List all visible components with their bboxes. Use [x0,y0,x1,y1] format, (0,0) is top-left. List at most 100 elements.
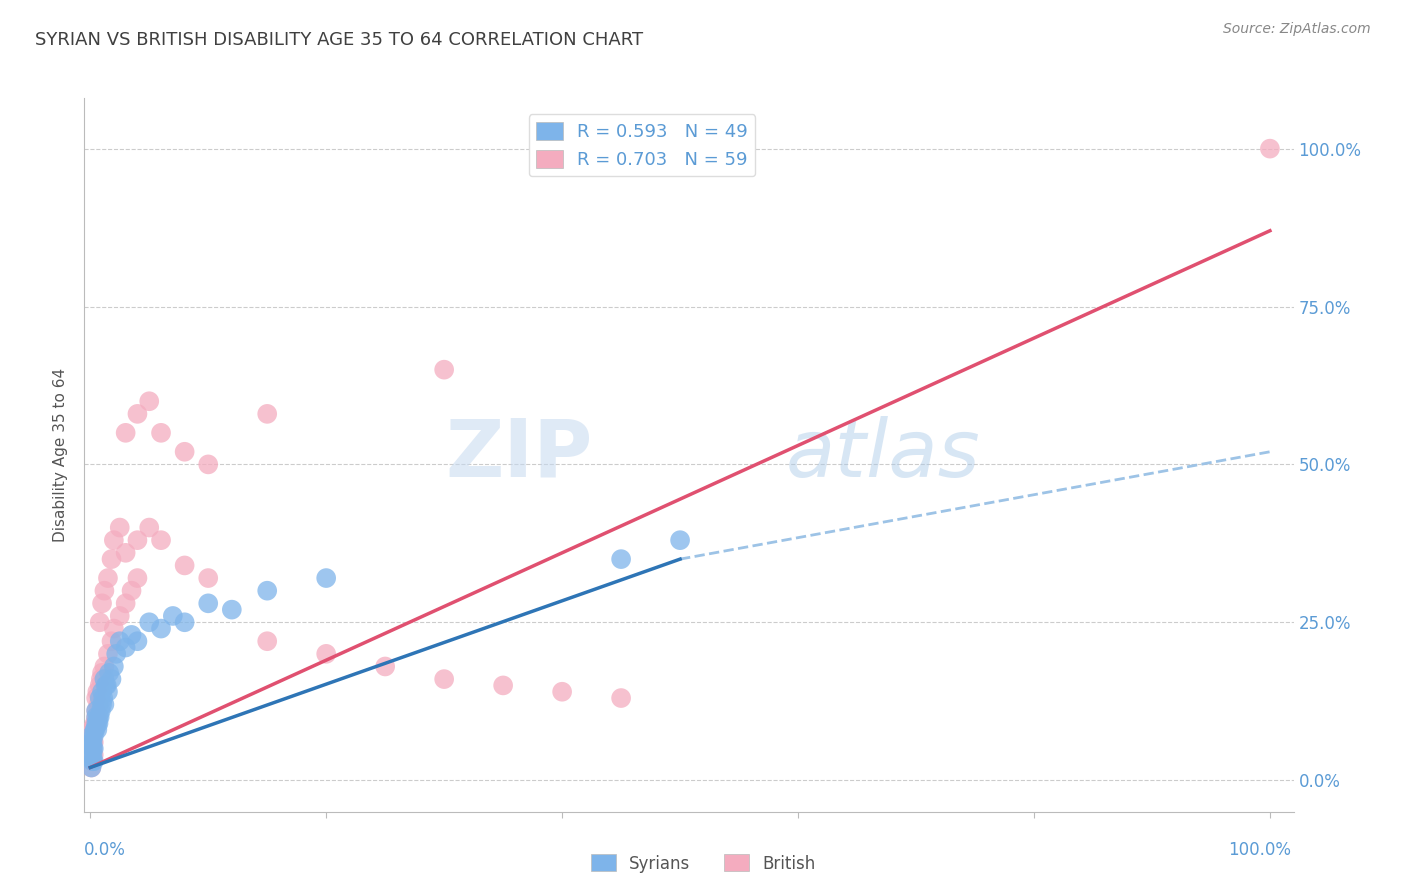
Point [105,647,128,661]
Point [315,647,337,661]
Point [84,704,107,718]
Point [82,735,104,749]
Point [610,691,633,706]
Point [100,672,122,686]
Point [121,583,143,598]
Point [83,741,105,756]
Legend: Syrians, British: Syrians, British [583,847,823,880]
Point [90,704,112,718]
Point [197,571,219,585]
Point [138,520,160,534]
Point [433,672,456,686]
Point [83,747,105,762]
Point [256,583,278,598]
Point [82,741,104,756]
Point [108,609,131,624]
Point [97,647,120,661]
Point [433,362,456,376]
Point [100,634,122,648]
Point [84,716,107,731]
Legend: R = 0.593   N = 49, R = 0.703   N = 59: R = 0.593 N = 49, R = 0.703 N = 59 [529,114,755,177]
Point [84,710,107,724]
Point [93,583,115,598]
Point [256,634,278,648]
Point [86,723,108,737]
Point [256,407,278,421]
Point [86,710,108,724]
Text: 100.0%: 100.0% [1227,840,1291,858]
Point [492,678,515,692]
Point [150,425,173,440]
Point [84,723,107,737]
Point [89,710,111,724]
Point [90,672,112,686]
Point [127,407,149,421]
Point [114,425,136,440]
Point [84,691,107,706]
Point [82,754,104,768]
Point [97,571,120,585]
Point [86,684,108,698]
Point [374,659,396,673]
Point [83,723,105,737]
Point [108,520,131,534]
Point [80,729,103,743]
Point [150,533,173,548]
Point [197,458,219,472]
Text: 0.0%: 0.0% [84,840,127,858]
Point [82,741,104,756]
Point [91,691,114,706]
Text: atlas: atlas [786,416,980,494]
Point [103,659,125,673]
Point [89,678,111,692]
Point [89,691,111,706]
Point [80,741,103,756]
Point [108,634,131,648]
Point [91,665,114,680]
Point [82,735,104,749]
Point [91,684,114,698]
Point [127,634,149,648]
Point [80,723,103,737]
Point [84,704,107,718]
Point [127,571,149,585]
Point [84,723,107,737]
Point [84,716,107,731]
Point [93,659,115,673]
Point [138,394,160,409]
Point [83,735,105,749]
Point [80,729,103,743]
Text: Source: ZipAtlas.com: Source: ZipAtlas.com [1223,22,1371,37]
Point [610,552,633,566]
Point [96,678,118,692]
Point [80,760,103,774]
Point [114,596,136,610]
Point [86,716,108,731]
Point [87,710,110,724]
Point [80,747,103,762]
Point [91,596,114,610]
Text: SYRIAN VS BRITISH DISABILITY AGE 35 TO 64 CORRELATION CHART: SYRIAN VS BRITISH DISABILITY AGE 35 TO 6… [35,31,644,49]
Point [87,716,110,731]
Point [1258,142,1281,156]
Y-axis label: Disability Age 35 to 64: Disability Age 35 to 64 [53,368,69,542]
Point [197,596,219,610]
Point [83,754,105,768]
Point [173,444,195,458]
Point [93,698,115,712]
Point [103,533,125,548]
Point [114,546,136,560]
Point [221,602,243,616]
Point [89,615,111,630]
Point [84,716,107,731]
Point [80,760,103,774]
Point [173,558,195,573]
Point [127,533,149,548]
Point [82,754,104,768]
Point [150,622,173,636]
Point [82,729,104,743]
Point [100,552,122,566]
Point [103,622,125,636]
Point [82,747,104,762]
Point [97,684,120,698]
